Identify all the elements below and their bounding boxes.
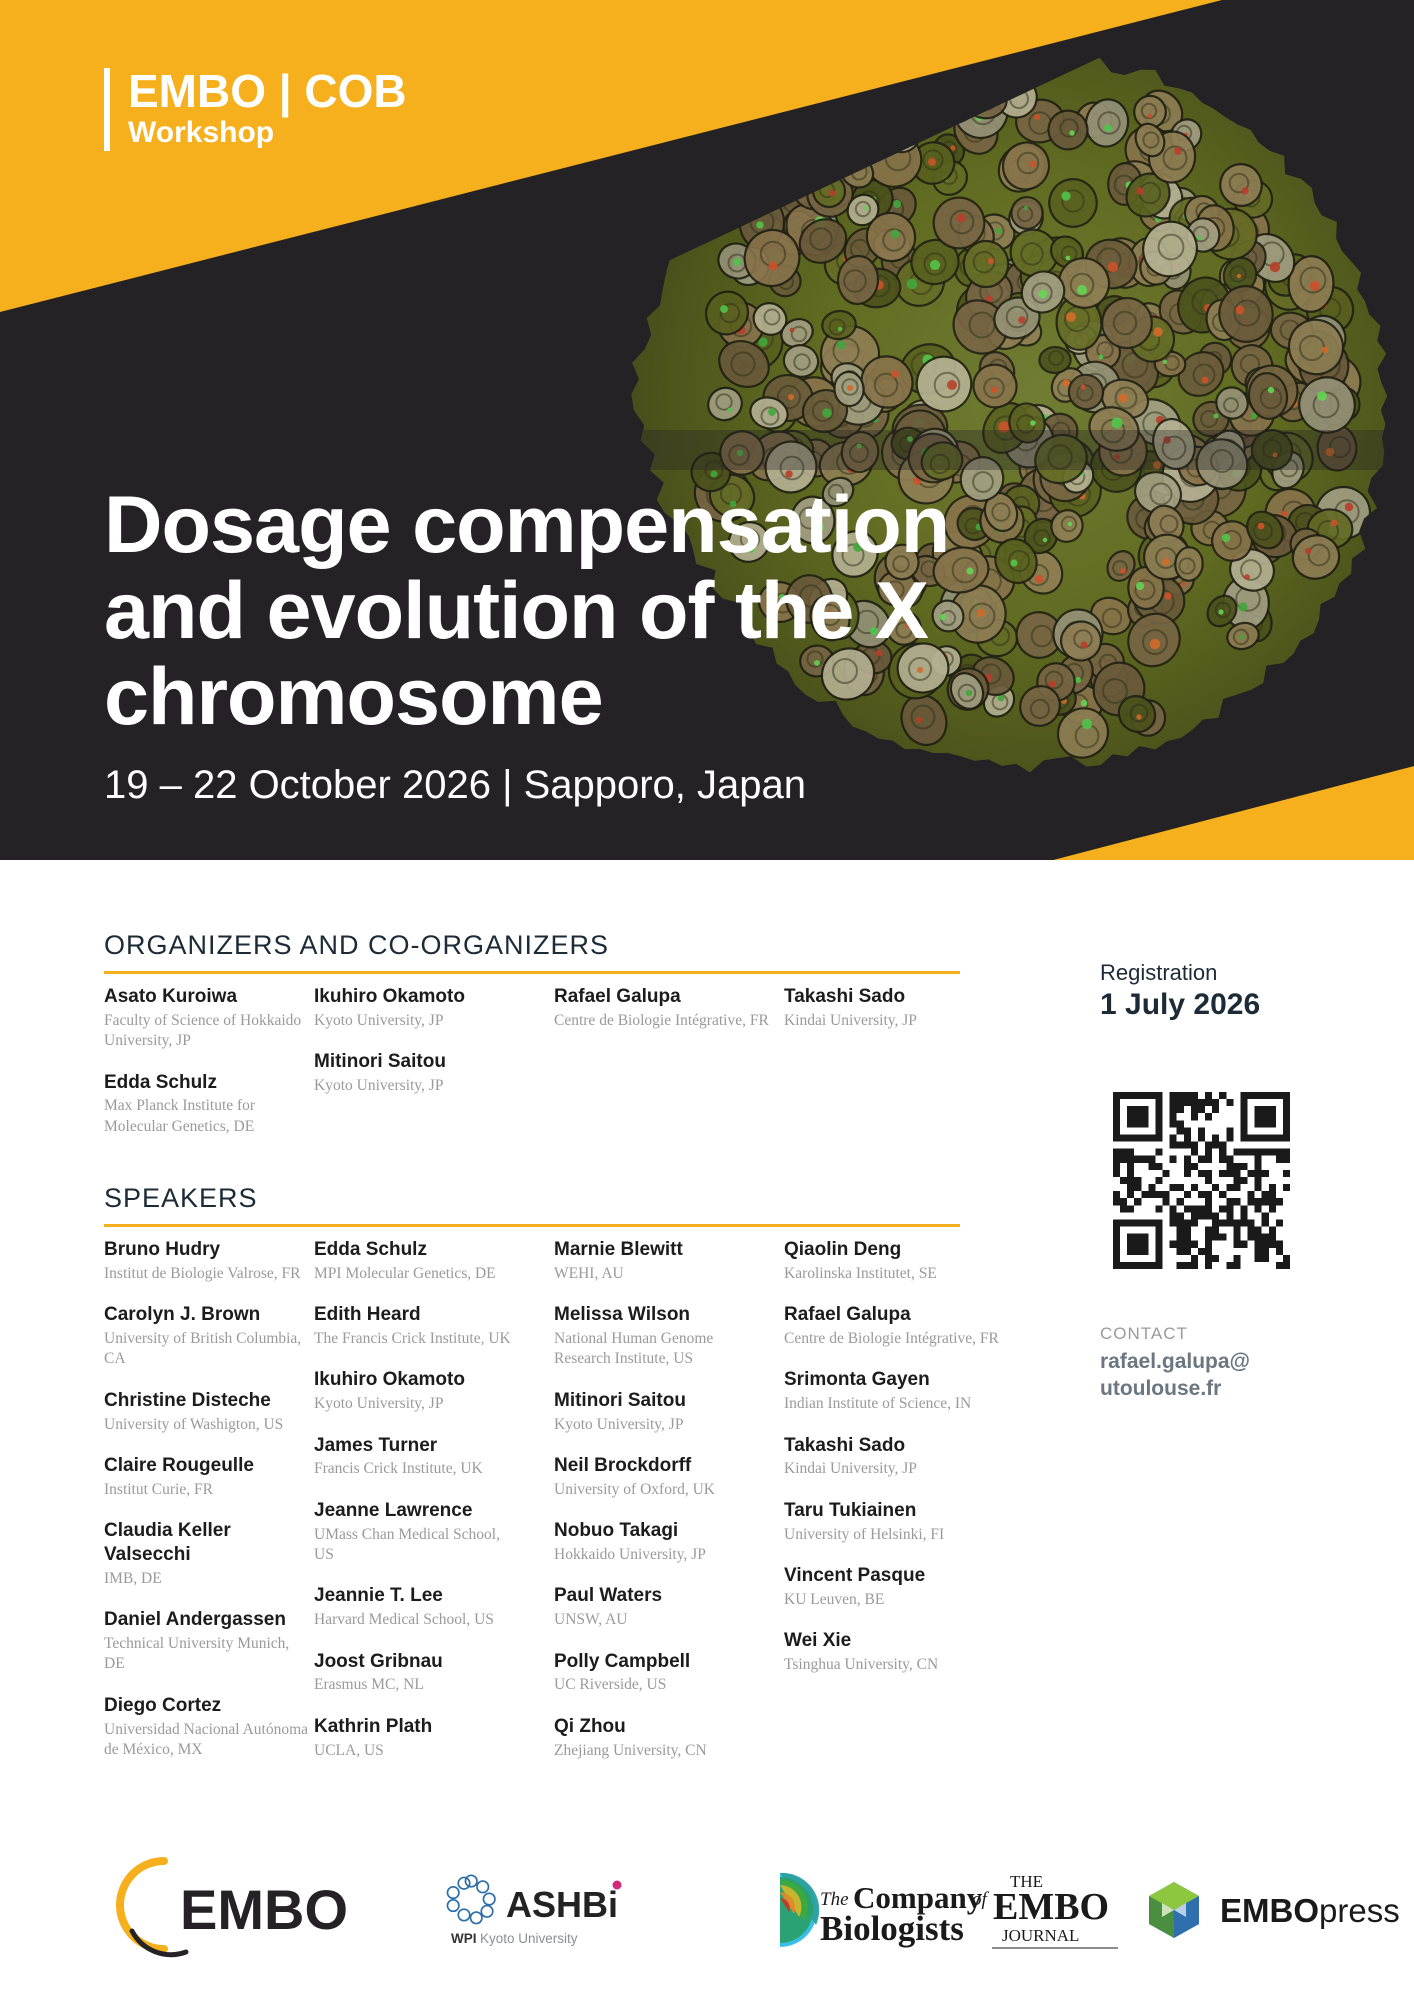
svg-text:Kyoto University: Kyoto University <box>480 1931 578 1946</box>
svg-text:EMBO: EMBO <box>180 1878 348 1941</box>
svg-text:EMBOpress: EMBOpress <box>1220 1892 1400 1929</box>
svg-text:EMBO: EMBO <box>993 1886 1109 1928</box>
svg-text:WPI: WPI <box>451 1931 477 1946</box>
svg-text:Biologists: Biologists <box>820 1909 964 1948</box>
svg-text:ASHBi: ASHBi <box>506 1884 618 1925</box>
svg-text:The: The <box>820 1889 849 1910</box>
svg-text:of: of <box>972 1889 990 1910</box>
svg-text:JOURNAL: JOURNAL <box>1002 1926 1079 1945</box>
